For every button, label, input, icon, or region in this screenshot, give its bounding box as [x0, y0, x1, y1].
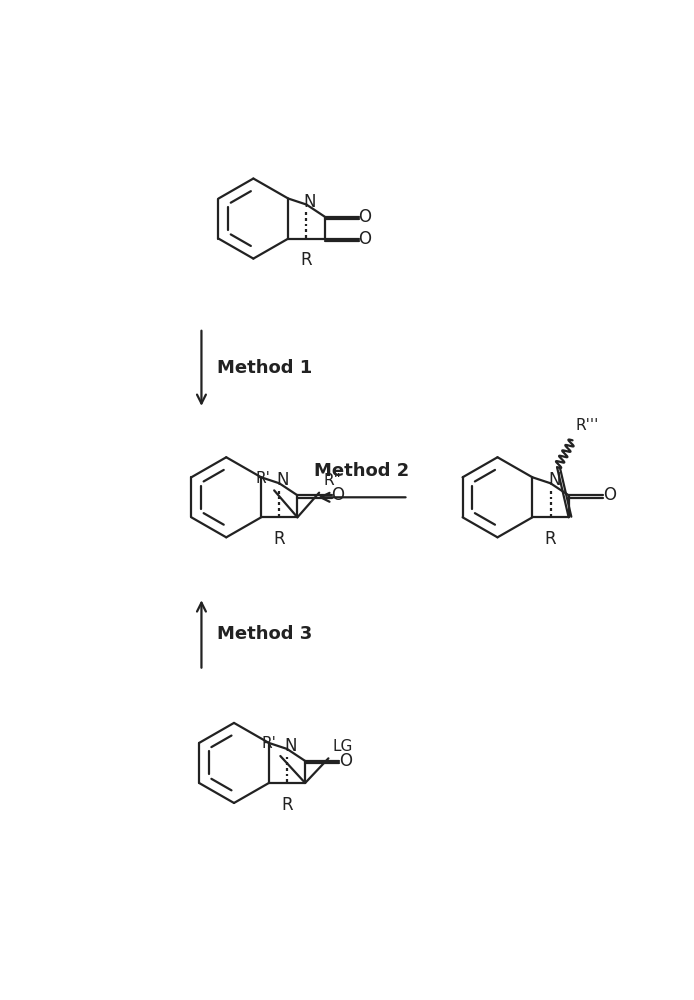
Text: Method 1: Method 1: [217, 359, 312, 377]
Text: N: N: [304, 193, 316, 211]
Text: O: O: [602, 486, 616, 504]
Text: O: O: [359, 230, 371, 248]
Text: Method 3: Method 3: [217, 625, 312, 643]
Text: O: O: [331, 486, 344, 504]
Text: R': R': [262, 736, 276, 751]
Text: R''': R''': [575, 418, 599, 433]
Text: R: R: [281, 796, 293, 814]
Text: O: O: [339, 752, 352, 770]
Text: R: R: [273, 530, 285, 548]
Text: R": R": [323, 473, 341, 488]
Text: R: R: [301, 251, 312, 269]
Text: Method 2: Method 2: [314, 462, 409, 480]
Text: O: O: [359, 208, 371, 226]
Text: N: N: [548, 471, 561, 489]
Text: R: R: [545, 530, 557, 548]
Text: N: N: [277, 471, 289, 489]
Text: R': R': [255, 471, 270, 486]
Text: LG: LG: [332, 739, 353, 754]
Text: N: N: [285, 737, 297, 755]
